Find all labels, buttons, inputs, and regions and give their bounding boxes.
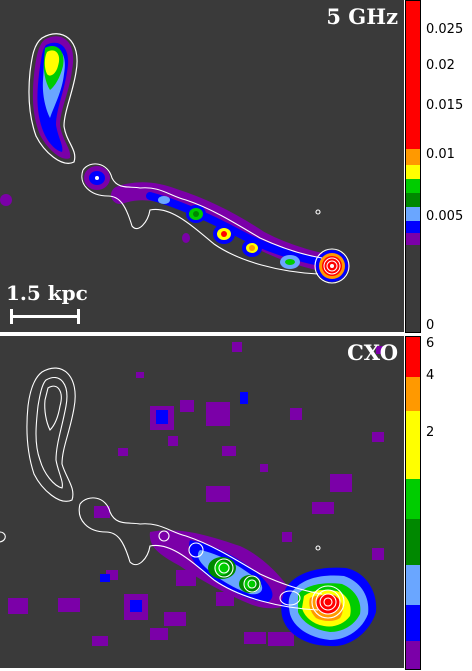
xray-colorbar-tick: 6 xyxy=(426,336,435,351)
radio-colorbar-tick: 0.015 xyxy=(426,98,464,113)
radio-colorbar-tick: 0.01 xyxy=(426,147,455,162)
scale-bar xyxy=(10,309,80,324)
radio-colorbar-tick: 0.02 xyxy=(426,58,455,73)
xray-core xyxy=(281,567,377,647)
xray-panel-label: CXO xyxy=(347,340,398,365)
xray-image xyxy=(0,342,384,647)
xray-image-panel: CXO xyxy=(0,336,404,668)
radio-core xyxy=(316,250,348,282)
radio-contours xyxy=(81,163,350,284)
xray-background-pixels xyxy=(8,342,384,646)
xray-colorbar xyxy=(405,336,421,670)
radio-contour-overlay xyxy=(0,367,345,619)
radio-colorbar xyxy=(405,0,421,333)
radio-image-panel: 5 GHz 1.5 kpc xyxy=(0,0,404,332)
xray-colorbar-tick: 2 xyxy=(426,425,435,440)
radio-panel-label: 5 GHz xyxy=(326,4,398,29)
xray-colorbar-tick: 4 xyxy=(426,368,435,383)
radio-knots xyxy=(0,166,349,275)
radio-colorbar-tick: 0.005 xyxy=(426,209,464,224)
scale-bar-label: 1.5 kpc xyxy=(6,281,88,305)
radio-lobe xyxy=(28,33,78,164)
xray-jet xyxy=(149,530,296,609)
radio-colorbar-tick: 0.025 xyxy=(426,22,464,37)
radio-colorbar-tick: 0 xyxy=(426,318,435,333)
radio-jet-image xyxy=(0,33,350,284)
